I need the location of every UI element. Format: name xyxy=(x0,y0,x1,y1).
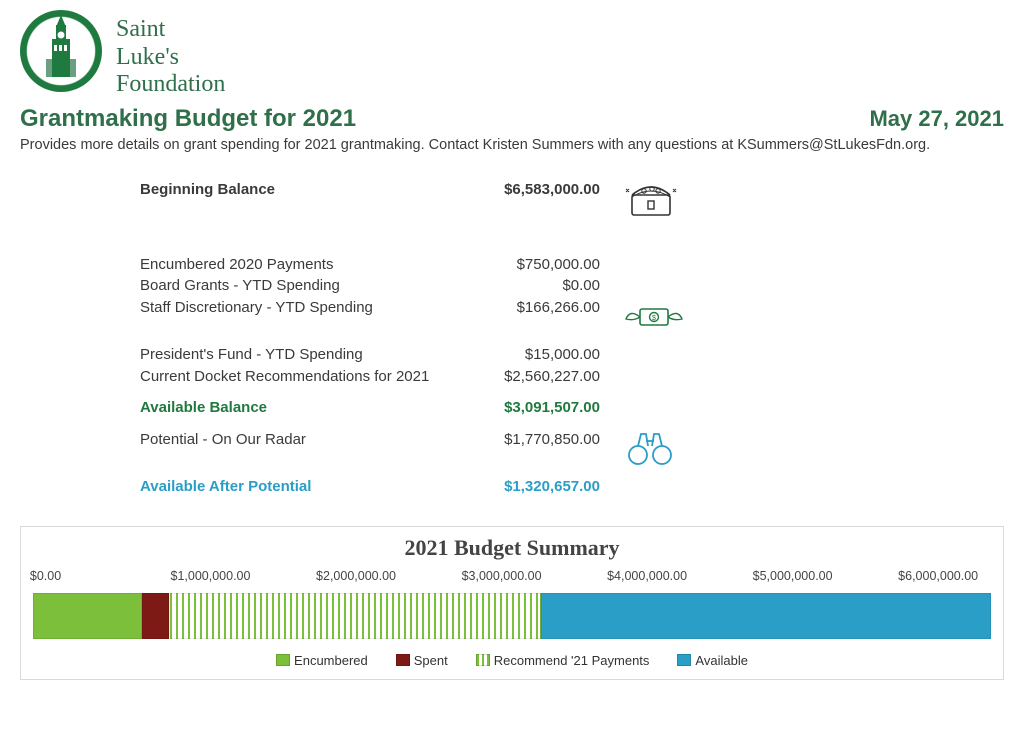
org-name-line: Luke's xyxy=(116,44,225,72)
beginning-balance-label: Beginning Balance xyxy=(140,179,450,201)
budget-row: Current Docket Recommendations for 2021$… xyxy=(140,366,740,388)
axis-tick: $4,000,000.00 xyxy=(607,569,687,583)
svg-text:$: $ xyxy=(652,315,656,322)
budget-row-label: Current Docket Recommendations for 2021 xyxy=(140,366,450,388)
legend-label: Encumbered xyxy=(294,653,368,668)
legend-item: Recommend '21 Payments xyxy=(476,653,650,668)
bar-segment xyxy=(33,593,142,639)
legend-swatch xyxy=(476,654,490,666)
org-name: Saint Luke's Foundation xyxy=(116,10,225,99)
budget-row-value: $0.00 xyxy=(450,275,600,297)
chart-legend: Encumbered Spent Recommend '21 Payments Ava… xyxy=(33,653,991,670)
treasure-chest-icon xyxy=(600,179,690,228)
axis-tick: $0.00 xyxy=(30,569,61,583)
budget-row-value: $15,000.00 xyxy=(450,344,600,366)
header: Saint Luke's Foundation xyxy=(20,10,1004,99)
binoculars-icon xyxy=(600,427,690,474)
after-potential-label: Available After Potential xyxy=(140,476,450,498)
bar-segment xyxy=(541,593,991,639)
budget-row-value: $166,266.00 xyxy=(450,297,600,319)
potential-label: Potential - On Our Radar xyxy=(140,429,450,451)
budget-row: President's Fund - YTD Spending$15,000.0… xyxy=(140,344,740,366)
legend-label: Spent xyxy=(414,653,448,668)
budget-row-value: $750,000.00 xyxy=(450,254,600,276)
page-subtitle: Provides more details on grant spending … xyxy=(20,137,1004,153)
budget-row-label: Encumbered 2020 Payments xyxy=(140,254,450,276)
legend-swatch xyxy=(396,654,410,666)
axis-tick: $5,000,000.00 xyxy=(753,569,833,583)
legend-item: Spent xyxy=(396,653,448,668)
legend-label: Available xyxy=(695,653,748,668)
budget-table: Beginning Balance $6,583,000.00 Encumber… xyxy=(140,179,740,498)
after-potential-value: $1,320,657.00 xyxy=(450,476,600,498)
legend-item: Available xyxy=(677,653,748,668)
potential-value: $1,770,850.00 xyxy=(450,429,600,451)
org-name-line: Saint xyxy=(116,16,225,44)
legend-item: Encumbered xyxy=(276,653,368,668)
page-title: Grantmaking Budget for 2021 xyxy=(20,105,356,133)
budget-row-label: Board Grants - YTD Spending xyxy=(140,275,450,297)
budget-row-value: $2,560,227.00 xyxy=(450,366,600,388)
bar-segment xyxy=(142,593,168,639)
available-balance-label: Available Balance xyxy=(140,397,450,419)
flying-money-icon: $ xyxy=(600,297,690,344)
title-row: Grantmaking Budget for 2021 May 27, 2021 xyxy=(20,105,1004,133)
chart-title: 2021 Budget Summary xyxy=(33,535,991,561)
budget-row-label: President's Fund - YTD Spending xyxy=(140,344,450,366)
axis-tick: $6,000,000.00 xyxy=(898,569,978,583)
legend-swatch xyxy=(276,654,290,666)
budget-row: Staff Discretionary - YTD Spending$166,2… xyxy=(140,297,740,344)
chart-bar xyxy=(33,593,991,639)
budget-row: Board Grants - YTD Spending$0.00 xyxy=(140,275,740,297)
axis-tick: $2,000,000.00 xyxy=(316,569,396,583)
legend-label: Recommend '21 Payments xyxy=(494,653,650,668)
budget-row-label: Staff Discretionary - YTD Spending xyxy=(140,297,450,319)
bar-segment xyxy=(169,593,542,639)
org-name-line: Foundation xyxy=(116,71,225,99)
chart-axis: $0.00 $1,000,000.00 $2,000,000.00 $3,000,00… xyxy=(33,569,991,587)
budget-chart: 2021 Budget Summary $0.00 $1,000,000.00 $2… xyxy=(20,526,1004,681)
budget-row: Encumbered 2020 Payments$750,000.00 xyxy=(140,254,740,276)
axis-tick: $3,000,000.00 xyxy=(462,569,542,583)
legend-swatch xyxy=(677,654,691,666)
axis-tick: $1,000,000.00 xyxy=(171,569,251,583)
church-tower-icon xyxy=(32,15,90,87)
page-date: May 27, 2021 xyxy=(869,106,1004,132)
org-logo xyxy=(20,10,102,92)
beginning-balance-value: $6,583,000.00 xyxy=(450,179,600,201)
available-balance-value: $3,091,507.00 xyxy=(450,397,600,419)
